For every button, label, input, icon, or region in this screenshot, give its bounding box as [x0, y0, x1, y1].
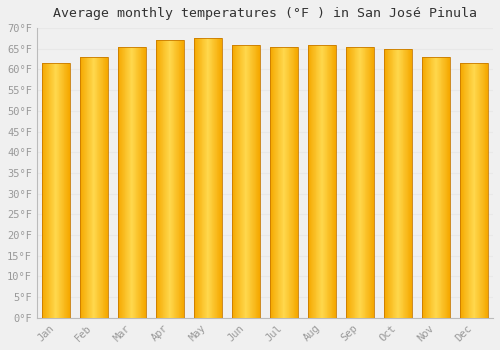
Title: Average monthly temperatures (°F ) in San José Pinula: Average monthly temperatures (°F ) in Sa…: [53, 7, 477, 20]
Bar: [422, 57, 450, 318]
Bar: [156, 41, 184, 318]
Bar: [270, 47, 297, 318]
Bar: [80, 57, 108, 318]
Bar: [42, 63, 70, 318]
Bar: [384, 49, 411, 318]
Bar: [232, 44, 260, 318]
Bar: [308, 44, 336, 318]
Bar: [460, 63, 487, 318]
Bar: [194, 38, 222, 318]
Bar: [346, 47, 374, 318]
Bar: [118, 47, 146, 318]
